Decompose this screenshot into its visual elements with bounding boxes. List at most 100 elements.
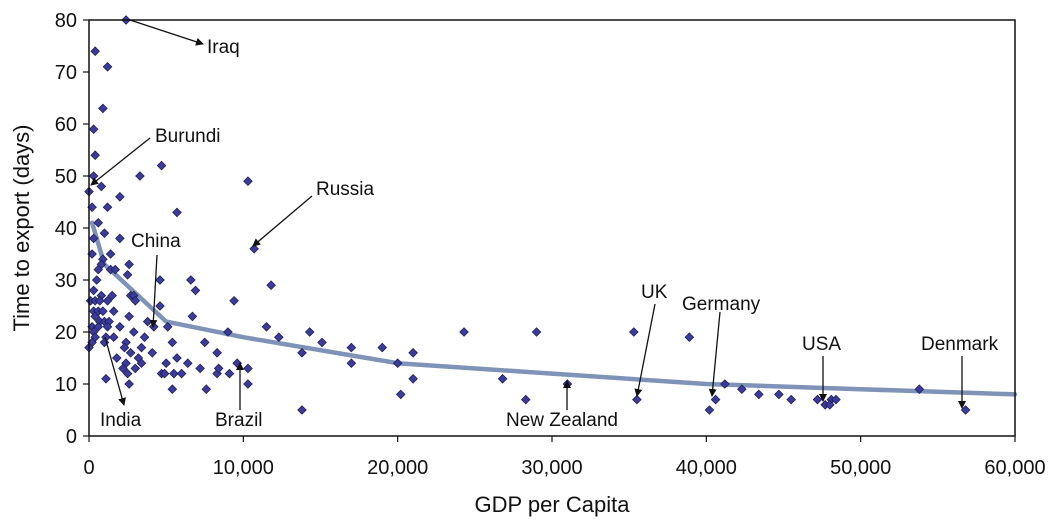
y-axis-title: Time to export (days) bbox=[9, 124, 34, 331]
data-point bbox=[172, 207, 182, 218]
y-tick-label: 60 bbox=[55, 114, 77, 136]
data-point bbox=[93, 218, 104, 228]
y-tick-label: 20 bbox=[55, 322, 77, 344]
data-point bbox=[684, 332, 695, 342]
data-point bbox=[124, 259, 134, 270]
data-point bbox=[125, 348, 136, 358]
data-point bbox=[812, 394, 823, 405]
data-point bbox=[190, 285, 201, 296]
annotation-label-russia: Russia bbox=[316, 179, 375, 200]
data-point bbox=[377, 342, 388, 353]
data-point bbox=[101, 374, 111, 384]
data-point bbox=[831, 394, 841, 405]
annotation-label-iraq: Iraq bbox=[207, 37, 240, 58]
data-point bbox=[90, 150, 100, 160]
data-point bbox=[130, 296, 141, 306]
data-point bbox=[212, 348, 222, 358]
x-tick-label: 60,000 bbox=[984, 457, 1045, 479]
data-point bbox=[266, 280, 276, 290]
data-point bbox=[261, 322, 272, 332]
y-tick-label: 70 bbox=[55, 62, 77, 84]
annotation-label-usa: USA bbox=[802, 334, 841, 355]
data-point bbox=[274, 332, 284, 342]
data-point bbox=[199, 337, 210, 348]
data-point bbox=[297, 405, 307, 415]
data-point bbox=[93, 264, 104, 275]
data-point bbox=[914, 384, 925, 394]
data-point bbox=[105, 249, 116, 259]
annotation-arrows bbox=[90, 19, 966, 410]
data-point bbox=[136, 358, 147, 368]
data-point bbox=[115, 322, 125, 332]
data-point bbox=[297, 348, 307, 358]
data-point bbox=[229, 296, 239, 306]
data-point bbox=[88, 171, 99, 181]
data-point bbox=[395, 389, 406, 400]
data-point bbox=[182, 358, 193, 368]
data-point bbox=[90, 311, 100, 322]
y-tick-label: 50 bbox=[55, 166, 77, 188]
data-point bbox=[88, 233, 99, 244]
data-point bbox=[111, 353, 122, 363]
data-point bbox=[187, 311, 198, 322]
y-tick-label: 40 bbox=[55, 218, 77, 240]
data-point bbox=[139, 332, 150, 342]
data-point bbox=[119, 342, 130, 353]
data-point bbox=[98, 103, 108, 114]
data-point bbox=[88, 124, 99, 134]
data-point bbox=[98, 306, 108, 316]
y-tick-label: 30 bbox=[55, 270, 77, 292]
data-point bbox=[115, 192, 125, 202]
trend-line bbox=[89, 220, 1018, 397]
data-point bbox=[497, 374, 508, 384]
x-tick-label: 10,000 bbox=[213, 457, 274, 479]
data-point bbox=[346, 342, 357, 353]
data-point bbox=[122, 270, 133, 280]
data-point bbox=[459, 327, 469, 337]
annotation-label-uk: UK bbox=[641, 282, 668, 303]
x-axis-title: GDP per Capita bbox=[475, 492, 631, 517]
data-point bbox=[720, 379, 730, 389]
data-point bbox=[754, 389, 764, 400]
data-point bbox=[408, 348, 418, 358]
data-point bbox=[167, 337, 178, 348]
data-point bbox=[531, 327, 542, 337]
data-point bbox=[110, 264, 121, 275]
data-point bbox=[108, 332, 119, 342]
data-point bbox=[632, 394, 642, 405]
data-points bbox=[84, 15, 971, 415]
annotation-arrow bbox=[634, 303, 656, 397]
data-point bbox=[243, 379, 253, 389]
data-point bbox=[159, 368, 170, 379]
data-point bbox=[136, 342, 147, 353]
data-point bbox=[704, 405, 715, 415]
annotation-arrow bbox=[252, 195, 313, 247]
data-point bbox=[128, 327, 139, 337]
data-point bbox=[346, 358, 357, 368]
y-axis-ticks: 0 10 20 30 40 50 60 70 80 bbox=[55, 10, 89, 448]
data-point bbox=[135, 171, 145, 181]
data-point bbox=[825, 400, 835, 410]
data-point bbox=[142, 316, 153, 327]
x-tick-label: 30,000 bbox=[521, 457, 582, 479]
annotation-label-new-zealand: New Zealand bbox=[506, 410, 618, 431]
data-point bbox=[243, 363, 253, 374]
data-point bbox=[124, 311, 134, 322]
annotation-label-germany: Germany bbox=[682, 294, 761, 315]
data-point bbox=[243, 176, 253, 186]
data-point bbox=[147, 348, 158, 358]
data-point bbox=[172, 353, 182, 363]
data-point bbox=[392, 358, 403, 368]
data-point bbox=[167, 384, 178, 394]
data-point bbox=[102, 322, 113, 332]
data-point bbox=[90, 46, 100, 56]
x-tick-label: 40,000 bbox=[676, 457, 737, 479]
data-point bbox=[155, 301, 165, 311]
trend-layer bbox=[89, 220, 1018, 397]
data-point bbox=[629, 327, 639, 337]
annotation-arrow bbox=[90, 137, 151, 186]
data-point bbox=[122, 368, 133, 379]
data-point bbox=[102, 202, 113, 212]
data-point bbox=[212, 368, 222, 379]
